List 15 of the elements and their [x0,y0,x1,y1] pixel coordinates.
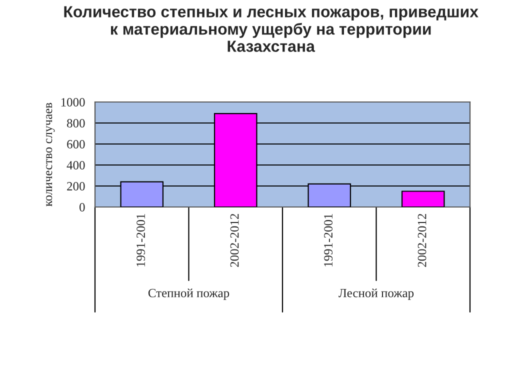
y-tick-label: 400 [66,161,85,170]
y-axis-title: количество случаев [46,102,55,206]
text: Лесной пожар [338,288,414,300]
x-tick-label: 2002-2012 [230,214,239,267]
chart-title: Количество степных и лесных пожаров, приведших к материальному ущербу на территории Казахстана [64,6,478,52]
x-tick-label: 1991-2001 [136,214,146,266]
text: Степной пожар [148,288,230,300]
y-tick-label: 800 [67,119,85,128]
y-tick-label: 0 [80,203,85,212]
bar [401,190,445,207]
x-tick-label: 2002-2012 [418,214,426,267]
x-tick-label: 1991-2001 [324,214,333,266]
y-tick-label: 1000 [61,98,85,106]
y-tick-label: 600 [67,140,85,148]
y-tick-label: 200 [67,182,85,190]
